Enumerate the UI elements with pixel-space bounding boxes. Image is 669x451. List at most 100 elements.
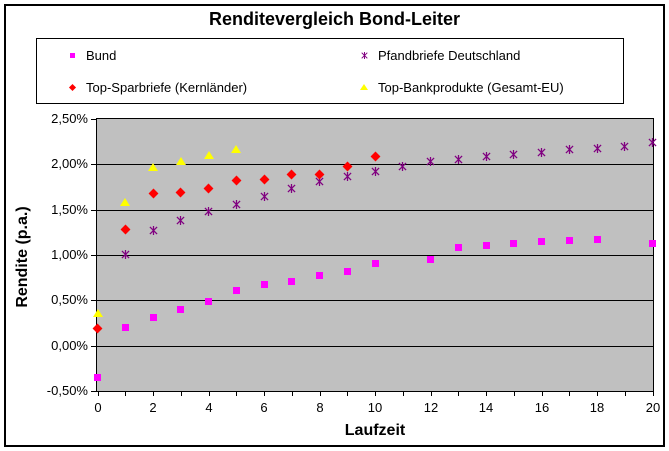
data-point-star <box>398 158 407 176</box>
data-point-star <box>648 134 657 152</box>
square-marker-icon <box>150 314 157 321</box>
y-tick-label: 2,50% <box>51 111 88 126</box>
triangle-marker-icon <box>148 163 158 171</box>
diamond-marker-icon <box>314 169 325 180</box>
triangle-marker-icon <box>93 309 103 317</box>
square-marker-icon <box>122 324 129 331</box>
data-point-diamond <box>203 179 214 197</box>
data-point-diamond <box>286 165 297 183</box>
data-point-square <box>649 234 656 252</box>
data-point-diamond <box>231 171 242 189</box>
data-point-triangle <box>120 193 130 211</box>
square-marker-icon <box>288 278 295 285</box>
data-point-star <box>343 168 352 186</box>
x-tick-label: 14 <box>478 400 494 415</box>
triangle-marker-icon <box>231 145 241 153</box>
x-tick-mark <box>98 392 99 396</box>
square-marker-icon <box>483 242 490 249</box>
square-marker-icon <box>649 240 656 247</box>
square-marker-icon <box>566 237 573 244</box>
data-point-star <box>121 246 130 264</box>
gridline <box>97 346 653 347</box>
x-tick-mark <box>209 392 210 396</box>
data-point-square <box>566 231 573 249</box>
data-point-square <box>594 230 601 248</box>
x-tick-mark <box>292 392 293 396</box>
data-point-star <box>454 151 463 169</box>
data-point-star <box>176 212 185 230</box>
square-marker-icon <box>205 298 212 305</box>
x-tick-label: 20 <box>645 400 661 415</box>
diamond-marker-icon <box>120 224 131 235</box>
star-marker-icon <box>121 250 130 259</box>
triangle-legend-marker-icon <box>359 84 369 90</box>
star-marker-icon <box>149 226 158 235</box>
data-point-triangle <box>204 146 214 164</box>
x-tick-mark <box>625 392 626 396</box>
gridline <box>97 300 653 301</box>
y-tick-mark <box>91 255 96 256</box>
data-point-triangle <box>148 158 158 176</box>
square-marker-icon <box>233 287 240 294</box>
data-point-square <box>233 281 240 299</box>
star-marker-icon <box>537 148 546 157</box>
y-tick-label: 0,50% <box>51 292 88 307</box>
legend-item: Top-Sparbriefe (Kernländer) <box>67 80 359 95</box>
data-point-diamond <box>120 220 131 238</box>
x-tick-mark <box>236 392 237 396</box>
square-marker-icon <box>344 268 351 275</box>
star-marker-icon <box>593 144 602 153</box>
gridline <box>97 255 653 256</box>
y-tick-mark <box>91 210 96 211</box>
diamond-marker-icon <box>203 183 214 194</box>
legend-item: Bund <box>67 48 359 63</box>
x-tick-label: 2 <box>149 400 157 415</box>
x-tick-mark <box>125 392 126 396</box>
data-point-square <box>455 238 462 256</box>
y-tick-label: 1,00% <box>51 247 88 262</box>
x-axis-title: Laufzeit <box>344 422 406 439</box>
data-point-square <box>122 318 129 336</box>
data-point-star <box>260 188 269 206</box>
data-point-star <box>287 180 296 198</box>
x-tick-mark <box>264 392 265 396</box>
x-tick-label: 4 <box>205 400 213 415</box>
x-tick-label: 16 <box>534 400 550 415</box>
star-marker-icon <box>204 207 213 216</box>
star-marker-icon <box>176 216 185 225</box>
plot-area <box>92 118 657 392</box>
square-marker-icon <box>69 52 75 58</box>
data-point-square <box>427 250 434 268</box>
chart-title: Renditevergleich Bond-Leiter <box>208 9 461 29</box>
data-point-square <box>372 254 379 272</box>
square-legend-marker-icon <box>67 52 77 58</box>
legend-item: Top-Bankprodukte (Gesamt-EU) <box>359 80 623 95</box>
data-point-star <box>232 196 241 214</box>
x-tick-label: 0 <box>94 400 102 415</box>
data-point-star <box>371 163 380 181</box>
data-point-star <box>593 140 602 158</box>
star-marker-icon <box>620 142 629 151</box>
star-marker-icon <box>398 162 407 171</box>
x-tick-label: 8 <box>316 400 324 415</box>
triangle-marker-icon <box>120 198 130 206</box>
square-marker-icon <box>261 281 268 288</box>
y-tick-mark <box>91 164 96 165</box>
x-tick-label: 6 <box>260 400 268 415</box>
legend-label: Pfandbriefe Deutschland <box>378 47 521 63</box>
star-marker-icon <box>482 152 491 161</box>
x-tick-mark <box>514 392 515 396</box>
x-tick-mark <box>542 392 543 396</box>
star-marker-icon <box>260 192 269 201</box>
x-tick-mark <box>431 392 432 396</box>
y-tick-label: 2,00% <box>51 156 88 171</box>
star-marker-icon <box>509 150 518 159</box>
data-point-square <box>483 236 490 254</box>
square-marker-icon <box>427 256 434 263</box>
data-point-star <box>620 138 629 156</box>
y-tick-label: 0,00% <box>51 338 88 353</box>
square-marker-icon <box>594 236 601 243</box>
x-tick-mark <box>486 392 487 396</box>
star-marker-icon <box>648 138 657 147</box>
